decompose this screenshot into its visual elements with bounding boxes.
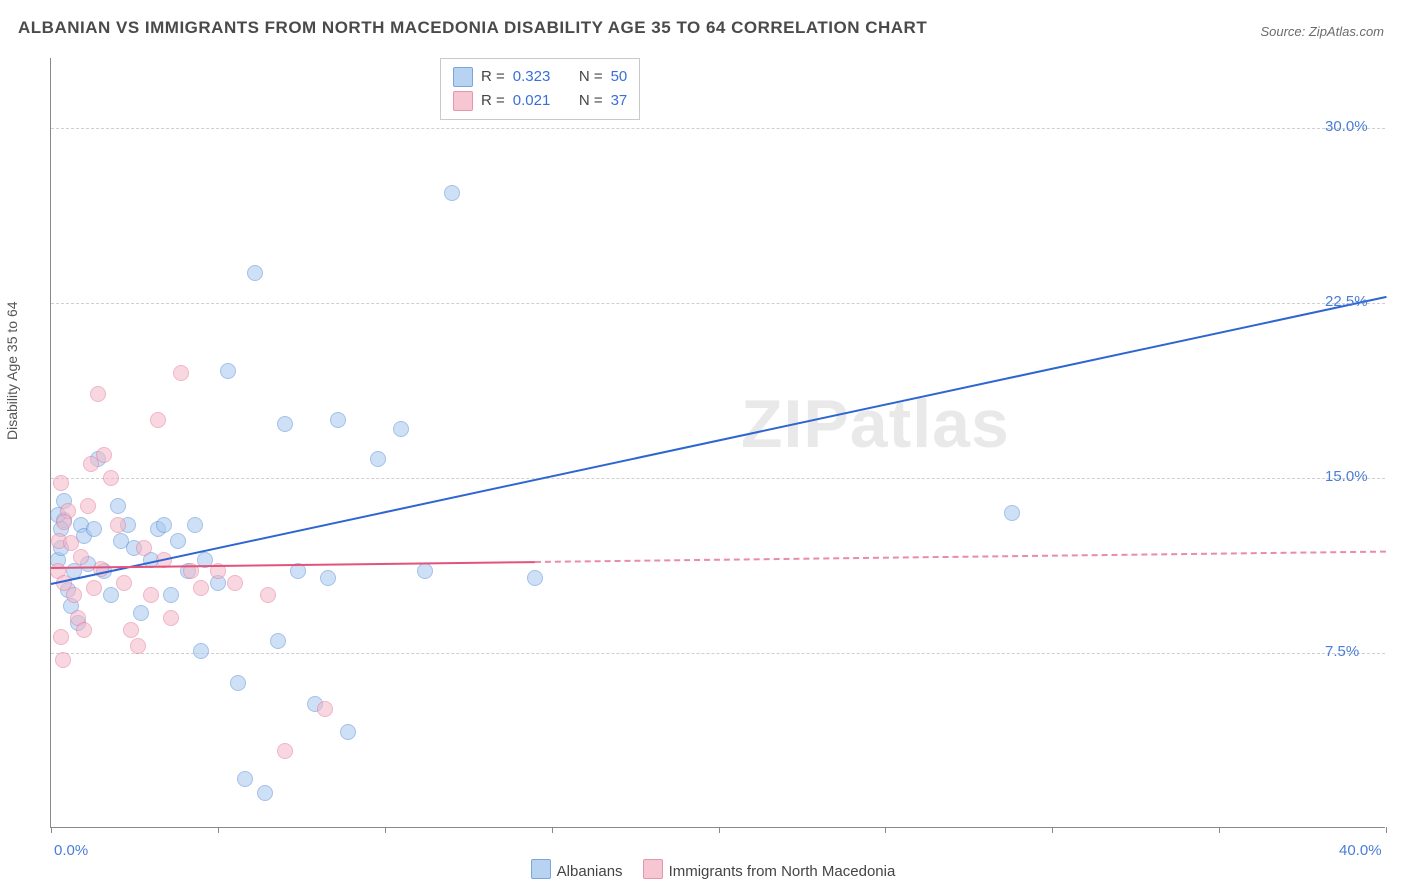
data-point [56,514,72,530]
data-point [230,675,246,691]
stats-legend: R = 0.323 N = 50R = 0.021 N = 37 [440,58,640,120]
gridline [51,303,1385,304]
y-tick-label: 15.0% [1325,468,1368,485]
chart-title: ALBANIAN VS IMMIGRANTS FROM NORTH MACEDO… [18,18,927,38]
gridline [51,478,1385,479]
data-point [317,701,333,717]
x-tick [885,827,886,833]
n-value: 37 [611,89,628,113]
n-label: N = [579,65,603,89]
gridline [51,128,1385,129]
trendline [51,296,1386,585]
data-point [330,412,346,428]
stats-row: R = 0.323 N = 50 [453,65,627,89]
r-value: 0.323 [513,65,551,89]
data-point [150,412,166,428]
x-tick [51,827,52,833]
data-point [110,498,126,514]
data-point [143,587,159,603]
series-swatch [453,67,473,87]
data-point [370,451,386,467]
data-point [173,365,189,381]
data-point [66,587,82,603]
y-axis-label: Disability Age 35 to 64 [4,301,20,440]
data-point [417,563,433,579]
legend-label: Immigrants from North Macedonia [669,863,896,880]
data-point [340,724,356,740]
source-credit: Source: ZipAtlas.com [1260,24,1384,39]
data-point [136,540,152,556]
data-point [193,643,209,659]
data-point [130,638,146,654]
data-point [277,743,293,759]
data-point [1004,505,1020,521]
data-point [163,610,179,626]
data-point [237,771,253,787]
data-point [193,580,209,596]
x-max-label: 40.0% [1339,842,1382,859]
r-value: 0.021 [513,89,551,113]
x-origin-label: 0.0% [54,842,88,859]
bottom-legend: Albanians Immigrants from North Macedonia [0,859,1406,880]
data-point [270,633,286,649]
data-point [220,363,236,379]
stats-row: R = 0.021 N = 37 [453,89,627,113]
data-point [247,265,263,281]
data-point [444,185,460,201]
y-tick-label: 7.5% [1325,643,1359,660]
data-point [90,386,106,402]
data-point [103,587,119,603]
data-point [86,580,102,596]
data-point [63,535,79,551]
data-point [96,447,112,463]
x-tick [218,827,219,833]
data-point [73,549,89,565]
data-point [527,570,543,586]
data-point [53,629,69,645]
y-tick-label: 22.5% [1325,293,1368,310]
x-tick [1386,827,1387,833]
r-label: R = [481,89,505,113]
data-point [277,416,293,432]
data-point [156,517,172,533]
x-tick [1052,827,1053,833]
x-tick [1219,827,1220,833]
y-tick-label: 30.0% [1325,118,1368,135]
n-value: 50 [611,65,628,89]
data-point [227,575,243,591]
data-point [187,517,203,533]
data-point [53,475,69,491]
data-point [123,622,139,638]
data-point [55,652,71,668]
trendline [535,550,1386,562]
data-point [393,421,409,437]
plot-area: ZIPatlas [50,58,1385,828]
data-point [76,622,92,638]
x-tick [552,827,553,833]
data-point [110,517,126,533]
legend-label: Albanians [557,863,623,880]
series-swatch [453,91,473,111]
data-point [163,587,179,603]
n-label: N = [579,89,603,113]
r-label: R = [481,65,505,89]
data-point [257,785,273,801]
data-point [170,533,186,549]
series-swatch [643,859,663,879]
gridline [51,653,1385,654]
data-point [260,587,276,603]
x-tick [719,827,720,833]
data-point [133,605,149,621]
x-tick [385,827,386,833]
data-point [116,575,132,591]
data-point [86,521,102,537]
data-point [320,570,336,586]
data-point [80,498,96,514]
series-swatch [531,859,551,879]
data-point [103,470,119,486]
watermark: ZIPatlas [741,385,1010,463]
